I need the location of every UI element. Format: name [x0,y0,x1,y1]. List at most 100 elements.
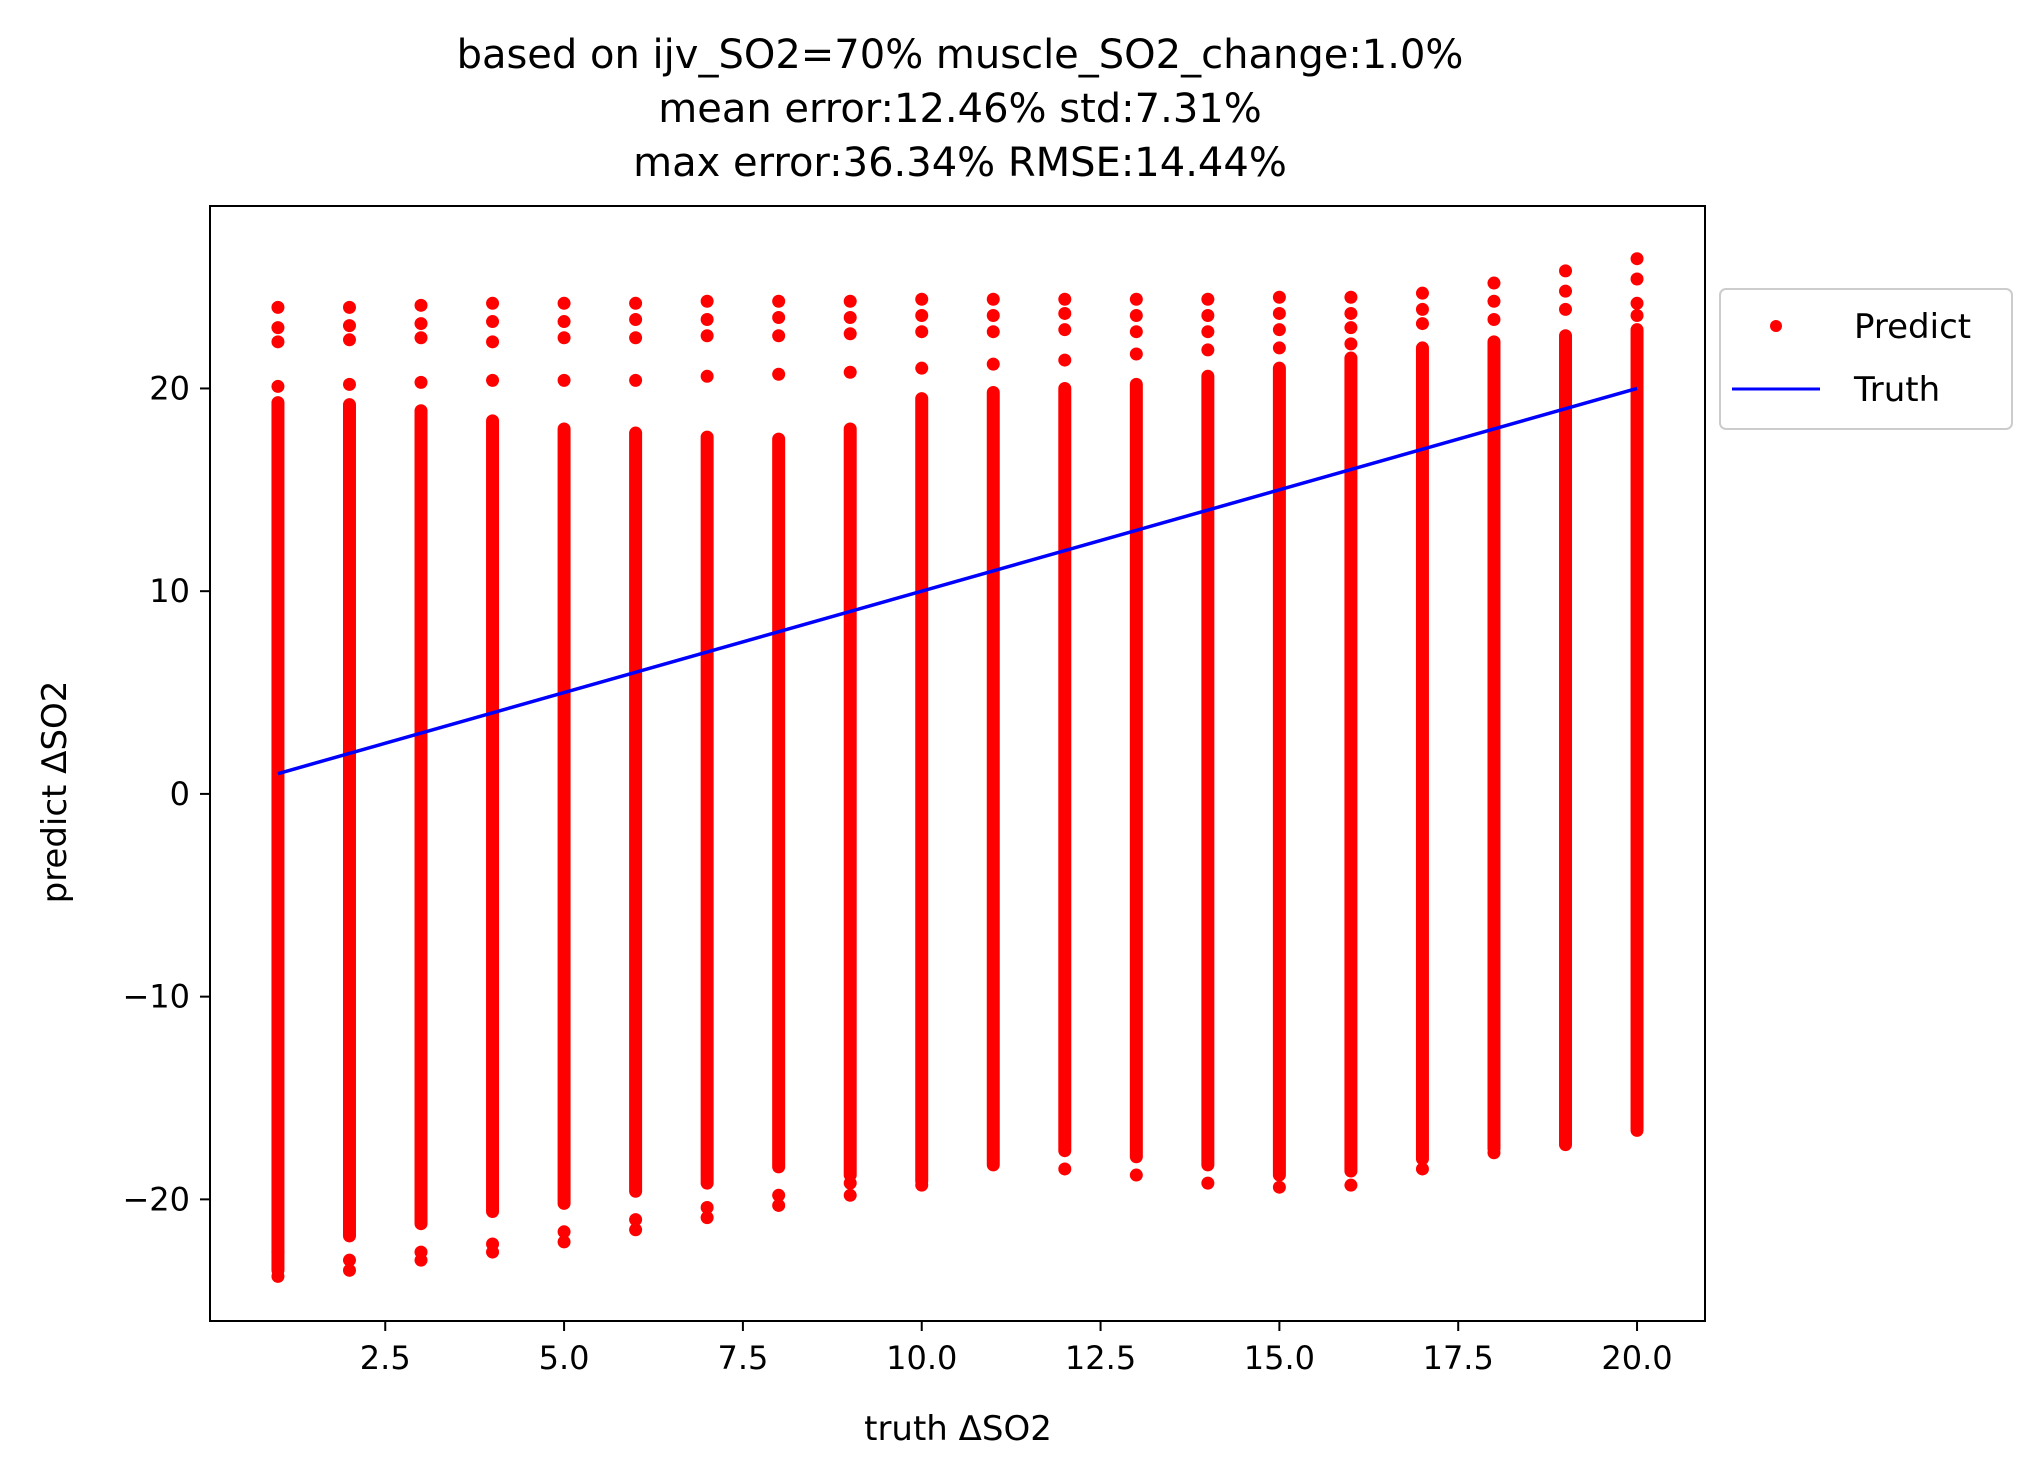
x-tick-label: 5.0 [539,1339,590,1377]
predict-point [986,292,1000,306]
predict-point [1272,341,1286,355]
predict-point [700,369,714,383]
predict-point [1129,1168,1143,1182]
predict-point [1344,306,1358,320]
predict-point [629,1213,643,1227]
predict-point [986,308,1000,322]
predict-point [1415,1162,1429,1176]
predict-point [1559,264,1573,278]
legend-predict-label: Predict [1854,307,1971,347]
y-tick-label: −10 [122,978,190,1016]
predict-point [1129,325,1143,339]
x-tick-label: 10.0 [886,1339,957,1377]
predict-point [843,327,857,341]
predict-point [1344,290,1358,304]
predict-point [271,335,285,349]
predict-point [1058,323,1072,337]
x-tick-label: 12.5 [1065,1339,1136,1377]
predict-point [1630,1123,1644,1137]
predict-point [843,1176,857,1190]
predict-point [629,1223,643,1237]
predict-point [1344,337,1358,351]
predict-point [1272,1180,1286,1194]
predict-point [557,315,571,329]
predict-point [915,325,929,339]
predict-point [1201,1176,1215,1190]
x-tick-label: 2.5 [360,1339,411,1377]
predict-point [629,331,643,345]
predict-point [1630,296,1644,310]
predict-point [1129,292,1143,306]
predict-point [342,1253,356,1267]
predict-point [700,1200,714,1214]
predict-point [1487,276,1501,290]
predict-point [1344,321,1358,335]
predict-point [986,325,1000,339]
predict-point [1487,294,1501,308]
predict-point [629,313,643,327]
x-tick-label: 7.5 [717,1339,768,1377]
predict-point [1559,1138,1573,1152]
predict-point [1272,306,1286,320]
y-tick-label: 20 [149,369,190,407]
y-tick-label: 10 [149,572,190,610]
predict-point [271,1269,285,1283]
predict-point [342,319,356,333]
predict-point [557,373,571,387]
predict-point [1344,1178,1358,1192]
predict-point [342,333,356,347]
predict-point [843,294,857,308]
predict-point [1272,323,1286,337]
predict-point [772,329,786,343]
predict-point [1201,308,1215,322]
predict-point [986,1158,1000,1172]
predict-point [1630,308,1644,322]
predict-point [843,1188,857,1202]
y-axis-label: predict ΔSO2 [35,681,75,904]
plot-marks [271,252,1644,1283]
predict-point [486,1237,500,1251]
series-predict [271,252,1644,1283]
predict-point [1415,302,1429,316]
predict-point [271,321,285,335]
predict-point [1201,292,1215,306]
predict-point [772,367,786,381]
predict-point [915,308,929,322]
predict-point [486,315,500,329]
predict-point [629,373,643,387]
predict-point [557,296,571,310]
x-tick-label: 15.0 [1244,1339,1315,1377]
predict-point [1058,1162,1072,1176]
legend-frame [1719,288,2013,430]
predict-point [1630,252,1644,266]
x-axis-label: truth ΔSO2 [864,1409,1052,1449]
predict-point [486,373,500,387]
predict-point [486,296,500,310]
predict-point [915,361,929,375]
predict-point [1272,290,1286,304]
predict-point [414,1245,428,1259]
chart-title: based on ijv_SO2=70% muscle_SO2_change:1… [457,32,1464,186]
predict-point [986,357,1000,371]
predict-point [557,1235,571,1249]
predict-point [342,300,356,314]
predict-point [557,1225,571,1239]
predict-point [1559,284,1573,298]
predict-point [1201,325,1215,339]
predict-point [772,294,786,308]
y-tick-label: 0 [170,775,190,813]
predict-point [1415,317,1429,331]
predict-point [486,335,500,349]
predict-point [700,313,714,327]
predict-point [700,294,714,308]
predict-point [1415,286,1429,300]
predict-point [1487,1146,1501,1160]
predict-point [843,311,857,324]
legend: Predict Truth [1719,288,2013,430]
title-line-2: mean error:12.46% std:7.31% [658,86,1261,132]
predict-point [1630,272,1644,286]
predict-point [557,331,571,345]
predict-point [843,365,857,379]
predict-point [414,298,428,312]
predict-point [271,300,285,314]
